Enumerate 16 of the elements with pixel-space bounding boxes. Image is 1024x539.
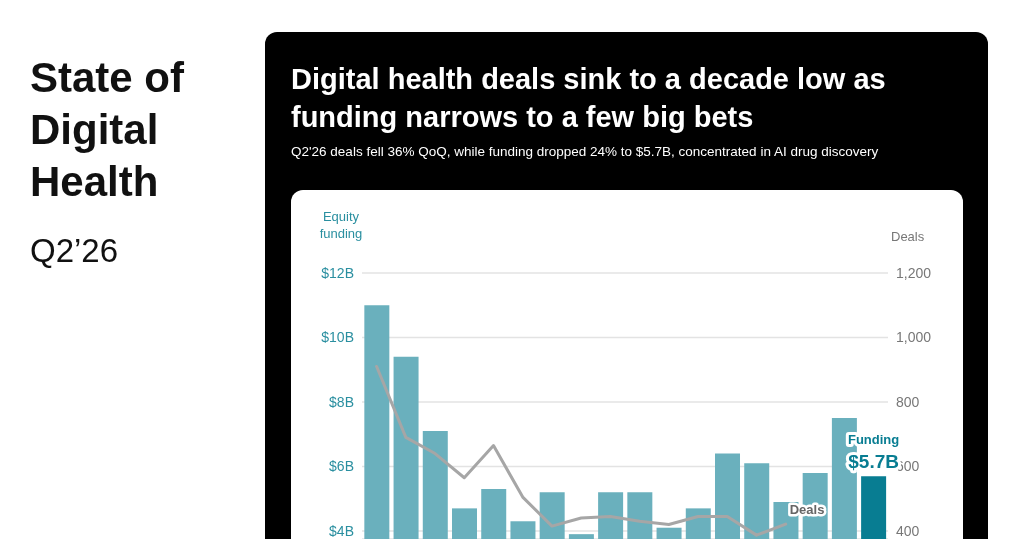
y-tick-label: $8B (329, 393, 354, 410)
line-series (375, 365, 788, 537)
chart-subtitle: Q2'26 deals fell 36% QoQ, while funding dropped 24% to $5.7B, concentrated in AI drug discovery (291, 144, 880, 159)
y2-tick-label: 800 (896, 393, 920, 410)
y2-axis-title: Deals (891, 229, 925, 244)
y2-tick-label: 1,000 (896, 329, 932, 346)
y-tick-label: $12B (321, 264, 354, 281)
y2-tick-label: 1,200 (896, 264, 932, 281)
y-axis-title: Equity funding (318, 208, 364, 242)
y2-tick-label: 400 (896, 522, 920, 539)
text: Q2’26 (30, 232, 119, 270)
y-tick-label: $6B (329, 458, 354, 475)
y-tick-label: $10B (321, 329, 354, 346)
y-tick-label: $4B (329, 522, 354, 539)
chart-title: Digital health deals sink to a decade low as funding narrows to a few big bets (291, 62, 887, 135)
text: State of Digital Health (30, 53, 185, 207)
